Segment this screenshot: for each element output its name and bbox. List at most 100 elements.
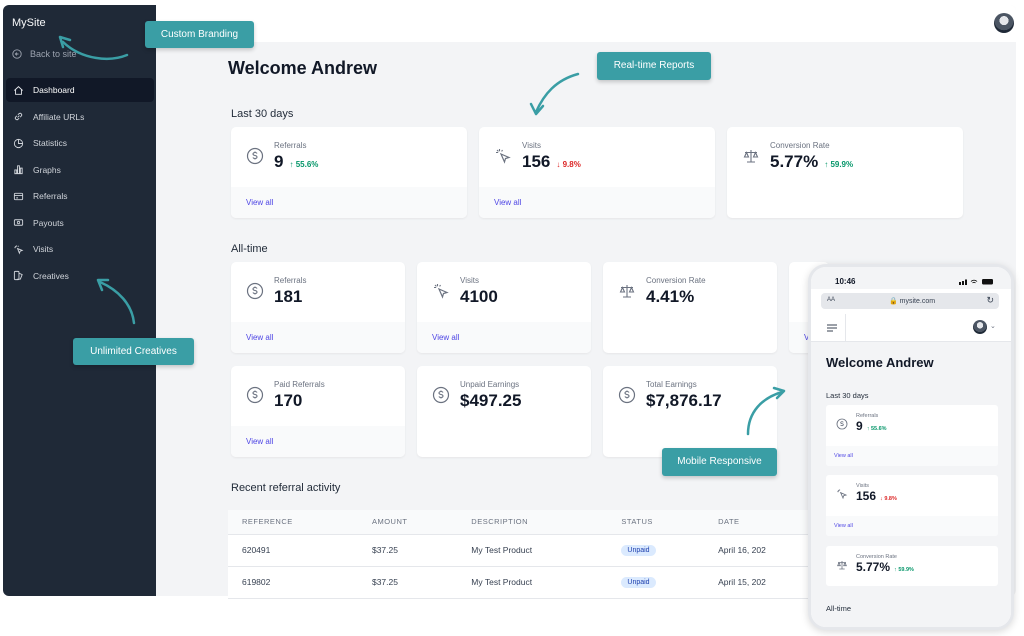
table-cell: Unpaid [607,534,705,567]
callout-custom-branding: Custom Branding [145,21,254,48]
view-all-link[interactable]: View all [494,198,522,207]
phone-mockup: 10:46 AA 🔒 mysite.com ↻ ⌄ Welcome Andrew… [808,264,1014,630]
reader-toggle[interactable]: AA [827,297,836,303]
phone-page-title: Welcome Andrew [826,355,934,370]
table-cell: April 16, 202 [704,534,828,567]
cursor-click-icon [434,284,449,299]
stat-label: Conversion Rate [646,276,706,285]
sidebar-item-label: Creatives [33,270,69,281]
view-all-link[interactable]: View all [246,333,274,342]
reload-icon[interactable]: ↻ [986,295,994,305]
stat-value: 5.77% [856,560,891,574]
stat-value: 9 [274,152,284,171]
stat-value: $497.25 [460,391,522,410]
view-all-link[interactable]: View all [246,198,274,207]
all-time-heading: All-time [231,243,268,255]
sidebar-item-label: Statistics [33,138,68,148]
chevron-down-icon[interactable]: ⌄ [990,323,996,330]
table-header-row: REFERENCE AMOUNT DESCRIPTION STATUS DATE [228,510,828,535]
signal-wifi-battery-icon [959,279,993,285]
sidebar-item-referrals[interactable]: Referrals [6,184,154,208]
sidebar: MySite Back to site Dashboard Affiliate … [3,5,156,596]
home-icon [14,85,23,95]
referrals-icon [13,192,24,200]
phone-url: 🔒 mysite.com [889,298,936,305]
stat-label: Visits [522,141,541,150]
sidebar-item-label: Affiliate URLs [33,111,85,122]
stat-value: 4100 [460,287,498,306]
referral-activity-table: REFERENCE AMOUNT DESCRIPTION STATUS DATE… [228,510,828,599]
stat-value: 4.41% [646,287,695,306]
phone-last-30-heading: Last 30 days [826,391,869,400]
cursor-click-icon [837,489,848,500]
stat-card-visits-30d: Visits 156 ↓ 9.8% View all [479,127,715,218]
stat-value: 156 [522,152,551,171]
view-all-link[interactable]: View all [246,437,274,446]
table-row[interactable]: 619802 $37.25 My Test Product Unpaid Apr… [228,566,828,599]
sidebar-item-payouts[interactable]: Payouts [6,211,154,235]
sidebar-item-affiliate-urls[interactable]: Affiliate URLs [6,105,154,129]
stat-label: Conversion Rate [770,141,830,150]
stat-label: Referrals [274,276,307,285]
last-30-days-heading: Last 30 days [231,108,294,120]
table-cell: My Test Product [457,566,608,599]
stat-label: Unpaid Earnings [460,380,520,389]
table-cell: 619802 [228,566,358,599]
stat-label: Referrals [856,413,879,419]
scale-icon [743,150,759,163]
user-avatar[interactable] [994,13,1014,33]
sidebar-item-creatives[interactable]: Creatives [6,264,154,288]
sidebar-item-label: Payouts [33,217,64,228]
back-to-site-link[interactable]: Back to site [12,49,77,59]
sidebar-nav: Dashboard Affiliate URLs Statistics Grap… [6,78,154,290]
column-header: DESCRIPTION [457,510,608,535]
stat-label: Visits [460,276,479,285]
menu-icon[interactable] [827,324,837,332]
table-cell: $37.25 [357,534,458,567]
table-row[interactable]: 620491 $37.25 My Test Product Unpaid Apr… [228,534,828,567]
table-cell: April 15, 202 [704,566,828,599]
sidebar-item-graphs[interactable]: Graphs [6,158,154,182]
stat-card-conversion-all: Conversion Rate 4.41% [603,262,777,353]
phone-card-referrals: Referrals 9 ↑ 55.6% View all [826,405,998,466]
trend-value: 55.6% [295,160,319,169]
phone-card-conversion: Conversion Rate 5.77% ↑ 59.9% [826,546,998,586]
dollar-icon [432,386,450,404]
sidebar-item-statistics[interactable]: Statistics [6,131,154,155]
callout-real-time-reports: Real-time Reports [597,52,711,80]
creatives-icon [13,270,23,281]
phone-address-bar[interactable]: AA 🔒 mysite.com ↻ [821,293,999,309]
stat-value: 5.77% [770,152,819,171]
view-all-link[interactable]: View all [834,453,853,459]
stat-label: Total Earnings [646,380,697,389]
sidebar-item-label: Visits [33,244,54,254]
trend-down-badge: ↓ 9.8% [556,160,581,169]
dollar-icon [246,282,264,300]
cursor-click-icon [496,149,511,164]
stat-card-referrals-30d: Referrals 9 ↑ 55.6% View all [231,127,467,218]
trend-up-badge: ↑ 59.9% [894,567,914,573]
back-to-site-label: Back to site [30,49,77,59]
view-all-link-partial[interactable]: V [804,333,810,342]
column-header: REFERENCE [228,510,358,535]
phone-top-bar: ⌄ [811,314,1011,342]
stat-label: Visits [856,483,870,489]
link-icon [14,112,23,121]
sidebar-item-visits[interactable]: Visits [6,237,154,261]
stat-card-paid-referrals: Paid Referrals 170 View all [231,366,405,457]
back-arrow-icon [12,49,22,59]
sidebar-item-dashboard[interactable]: Dashboard [6,78,154,102]
phone-user-avatar[interactable] [973,320,987,334]
table-cell: My Test Product [457,534,608,567]
stat-value: 9 [856,419,863,433]
view-all-link[interactable]: View all [834,523,853,529]
trend-value: 9.8% [562,160,581,169]
dollar-icon [246,147,264,165]
phone-card-visits: Visits 156 ↓ 9.8% View all [826,475,998,536]
sidebar-item-label: Referrals [33,191,68,201]
stat-card-visits-all: Visits 4100 View all [417,262,591,353]
view-all-link[interactable]: View all [432,333,460,342]
payouts-icon [13,219,24,226]
column-header: STATUS [607,510,705,535]
table-cell: 620491 [228,534,358,567]
